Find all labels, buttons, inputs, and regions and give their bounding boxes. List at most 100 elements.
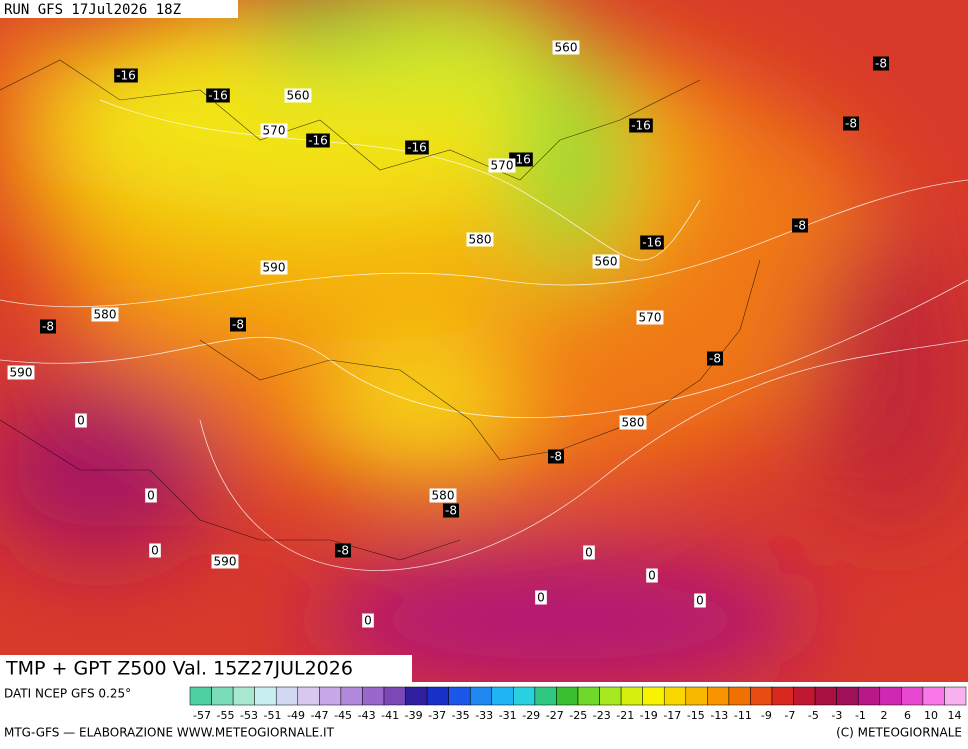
colorbar-swatch: [254, 686, 277, 706]
colorbar-swatch: [836, 686, 859, 706]
colorbar-tick-label: -43: [358, 709, 376, 722]
colorbar-swatch: [814, 686, 837, 706]
temperature-label: -16: [511, 153, 531, 167]
colorbar-tick-label: -33: [475, 709, 493, 722]
contour-label: 580: [432, 489, 455, 503]
title-box: [0, 655, 412, 682]
colorbar-swatch: [901, 686, 924, 706]
label-box: [873, 56, 889, 71]
colorbar-swatch: [944, 686, 967, 706]
colorbar-tick-label: -51: [264, 709, 282, 722]
temperature-label: -8: [875, 57, 887, 71]
map-field: [0, 0, 968, 682]
colorbar-swatch: [750, 686, 773, 706]
colorbar-tick-label: -1: [855, 709, 866, 722]
copyright: (C) METEOGIORNALE: [836, 726, 962, 740]
temperature-label: -16: [308, 134, 328, 148]
temperature-label: -16: [116, 69, 136, 83]
colorbar-tick-label: -37: [428, 709, 446, 722]
label-box: [284, 88, 312, 103]
colorbar-swatch: [879, 686, 902, 706]
colorbar-tick-label: -3: [831, 709, 842, 722]
colorbar-tick-label: -57: [193, 709, 211, 722]
colorbar-swatch: [426, 686, 449, 706]
contour-label: 570: [639, 311, 662, 325]
colorbar-tick-label: 14: [947, 709, 961, 722]
map-title: TMP + GPT Z500 Val. 15Z27JUL2026: [5, 658, 353, 680]
contour-label: 580: [94, 308, 117, 322]
colorbar-swatch: [189, 686, 212, 706]
contour-label: 560: [555, 41, 578, 55]
label-box: [629, 118, 653, 133]
label-box: [75, 413, 87, 428]
colorbar-tick-label: -17: [663, 709, 681, 722]
colorbar-swatch: [491, 686, 514, 706]
colorbar-tick-label: -29: [522, 709, 540, 722]
colorbar-swatch: [232, 686, 255, 706]
colorbar-tick-label: -5: [808, 709, 819, 722]
label-box: [335, 543, 351, 558]
contour-label: 0: [537, 591, 545, 605]
contour-label: 0: [585, 546, 593, 560]
colorbar-tick-label: 6: [904, 709, 911, 722]
colorbar-swatch: [297, 686, 320, 706]
colorbar-tick-label: -31: [499, 709, 517, 722]
colorbar-tick-label: -7: [784, 709, 795, 722]
colorbar-swatch: [707, 686, 730, 706]
colorbar-tick-label: 2: [880, 709, 887, 722]
temperature-label: -8: [794, 219, 806, 233]
label-box: [306, 133, 330, 148]
label-box: [640, 235, 664, 250]
colorbar-swatch: [685, 686, 708, 706]
temperature-label: -16: [642, 236, 662, 250]
colorbar-tick-label: -39: [405, 709, 423, 722]
label-box: [646, 568, 658, 583]
label-box: [230, 317, 246, 332]
label-box: [592, 254, 620, 269]
temperature-label: -8: [337, 544, 349, 558]
label-box: [429, 488, 457, 503]
colorbar-swatch: [319, 686, 342, 706]
label-box: [694, 593, 706, 608]
label-box: [707, 351, 723, 366]
colorbar-swatch: [534, 686, 557, 706]
label-box: [260, 260, 288, 275]
label-box: [443, 503, 459, 518]
label-box: [552, 40, 580, 55]
label-box: [91, 307, 119, 322]
colorbar: -57 -55 -53 -51 -49 -47 -45 -43 -41 -39 -37 -35 -33-…: [189, 686, 967, 722]
colorbar-tick-label: -9: [761, 709, 772, 722]
label-box: [548, 449, 564, 464]
colorbar-swatch: [340, 686, 363, 706]
colorbar-swatch: [448, 686, 471, 706]
label-box: [636, 310, 664, 325]
credit: MTG-GFS — ELABORAZIONE WWW.METEOGIORNALE…: [4, 726, 335, 740]
temperature-label: -16: [208, 89, 228, 103]
colorbar-swatch: [513, 686, 536, 706]
label-box: [466, 232, 494, 247]
colorbar-tick-label: -11: [734, 709, 752, 722]
colorbar-tick-label: -49: [287, 709, 305, 722]
temperature-label: -8: [232, 318, 244, 332]
contour-label: 590: [214, 555, 237, 569]
contour-label: 560: [287, 89, 310, 103]
label-box: [362, 613, 374, 628]
colorbar-swatch: [771, 686, 794, 706]
colorbar-tick-label: -21: [616, 709, 634, 722]
colorbar-swatch: [620, 686, 643, 706]
contour-label: 0: [147, 489, 155, 503]
temperature-label: -16: [631, 119, 651, 133]
colorbar-swatch: [469, 686, 493, 706]
label-box: [206, 88, 230, 103]
map-labels: -16-16-16 -16-16-16-16-8-8-8-8 -8-8-8-8-85…: [7, 40, 889, 628]
colorbar-swatch: [922, 686, 945, 706]
colorbar-tick-label: -35: [452, 709, 470, 722]
label-box: [619, 415, 647, 430]
colorbar-tick-label: -53: [240, 709, 258, 722]
label-box: [145, 488, 157, 503]
label-box: [149, 543, 161, 558]
colorbar-tick-label: -25: [569, 709, 587, 722]
label-box: [260, 123, 288, 138]
colorbar-swatch: [556, 686, 579, 706]
